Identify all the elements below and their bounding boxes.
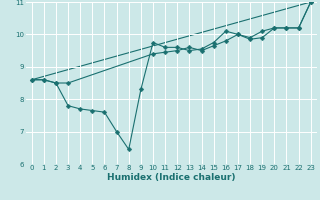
X-axis label: Humidex (Indice chaleur): Humidex (Indice chaleur) bbox=[107, 173, 236, 182]
